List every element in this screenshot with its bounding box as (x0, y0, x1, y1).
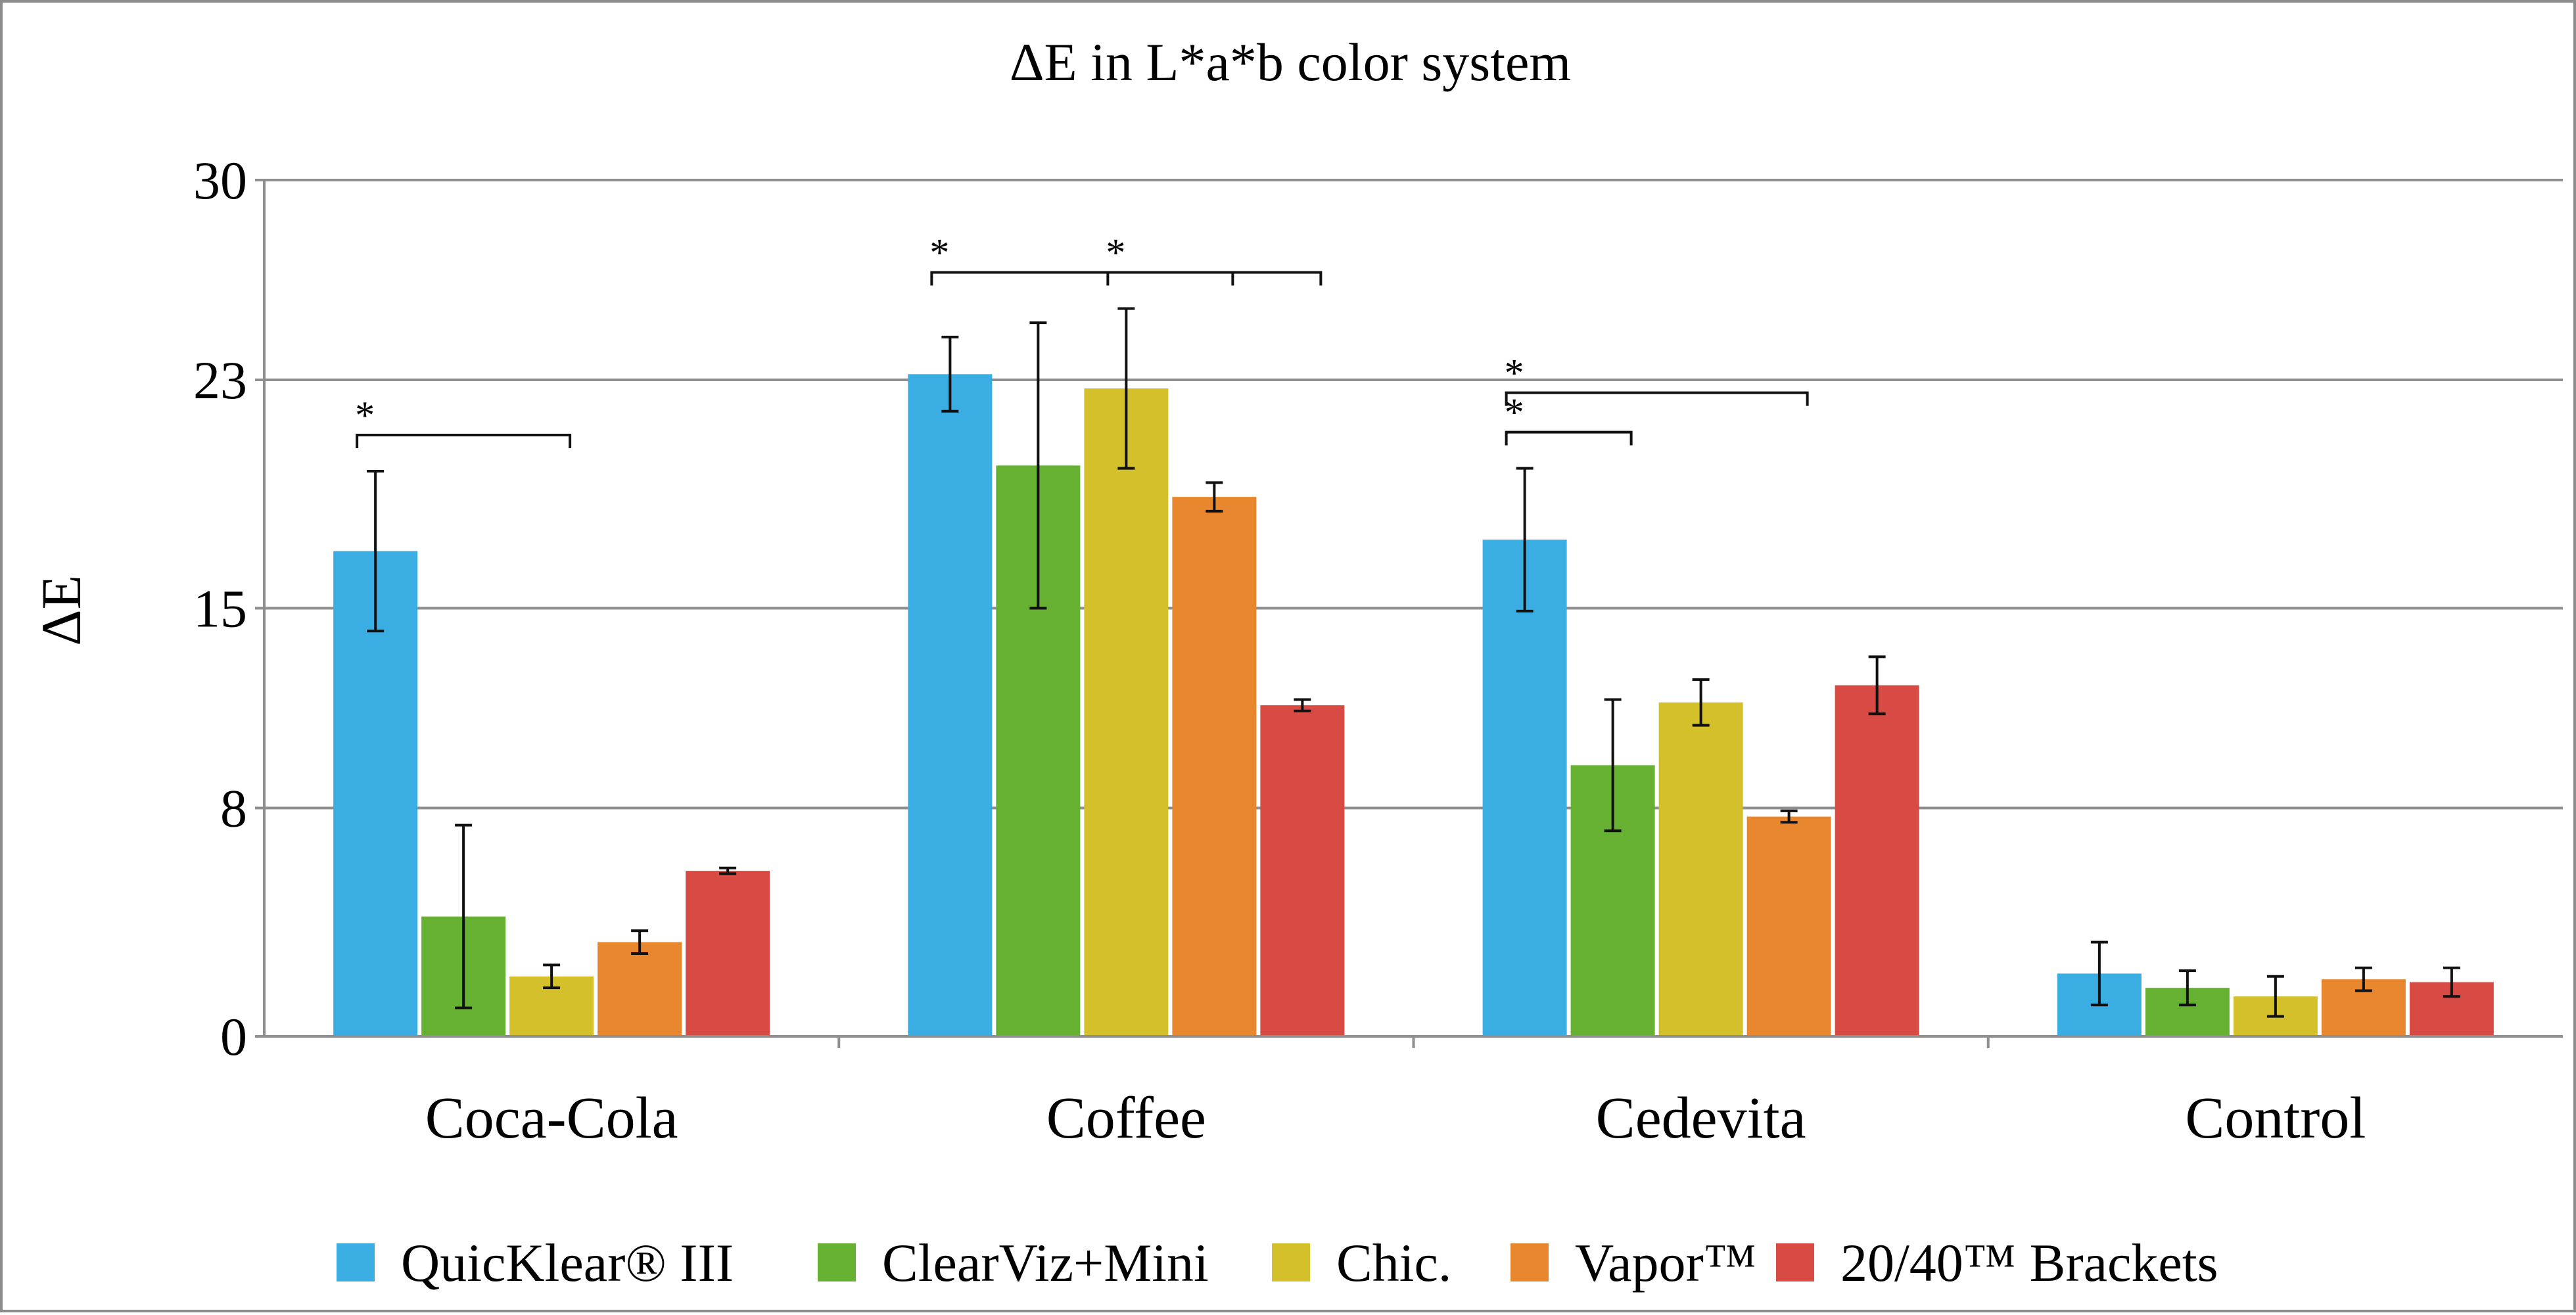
significance-layer: ** *** (355, 231, 1809, 449)
significance-bracket (930, 271, 1323, 286)
significance-star: * (929, 231, 949, 274)
legend-swatch (1776, 1243, 1814, 1281)
bar (1835, 685, 1919, 1036)
legend-label: QuicKlear® III (401, 1233, 734, 1293)
bar (1482, 540, 1567, 1036)
grid-layer (264, 179, 2563, 810)
legend-swatch (337, 1243, 375, 1281)
chart-title: ΔE in L*a*b color system (1010, 32, 1571, 92)
legend-label: Chic. (1336, 1233, 1451, 1293)
bar (686, 871, 770, 1036)
significance-star: * (355, 394, 375, 437)
category-label: Cedevita (1596, 1086, 1806, 1151)
significance-bracket (1505, 430, 1633, 446)
legend-label: ClearViz+Mini (882, 1233, 1209, 1293)
category-label: Coca-Cola (425, 1086, 678, 1151)
bar (908, 374, 993, 1036)
y-tick-label: 8 (220, 779, 247, 839)
significance-bracket (356, 434, 572, 449)
bar (1260, 705, 1345, 1036)
category-label: Control (2185, 1086, 2366, 1151)
legend-swatch (1510, 1243, 1549, 1281)
significance-bracket (1505, 391, 1809, 406)
y-axis-label: ΔE (30, 575, 93, 646)
legend-label: Vapor™ (1575, 1233, 1756, 1293)
legend-label: 20/40™ Brackets (1840, 1233, 2218, 1293)
y-tick-label: 23 (193, 350, 247, 410)
bar (1172, 497, 1257, 1036)
y-tick-label: 15 (193, 579, 247, 639)
y-tick-label: 30 (193, 150, 247, 210)
bar (1746, 816, 1831, 1036)
axis-layer: 0 8 15 23 30 Coca-Cola Coffee Cedevita Control (193, 150, 2563, 1151)
legend-swatch (1272, 1243, 1310, 1281)
significance-star: * (1505, 352, 1524, 395)
bar-chart: ΔE in L*a*b color system ΔE ** *** 081523… (30, 32, 2563, 1293)
error-bars-layer (367, 307, 2460, 1018)
bars-layer (333, 374, 2494, 1036)
category-label: Coffee (1046, 1086, 1206, 1151)
significance-bracket (1106, 271, 1234, 286)
bar (597, 942, 682, 1036)
bar (1084, 388, 1169, 1036)
y-tick-label: 0 (220, 1007, 247, 1067)
significance-star: * (1106, 231, 1125, 274)
bar (1658, 702, 1743, 1036)
legend-swatch (818, 1243, 856, 1281)
legend: QuicKlear® III ClearViz+Mini Chic. Vapor™ 20… (337, 1233, 2218, 1293)
